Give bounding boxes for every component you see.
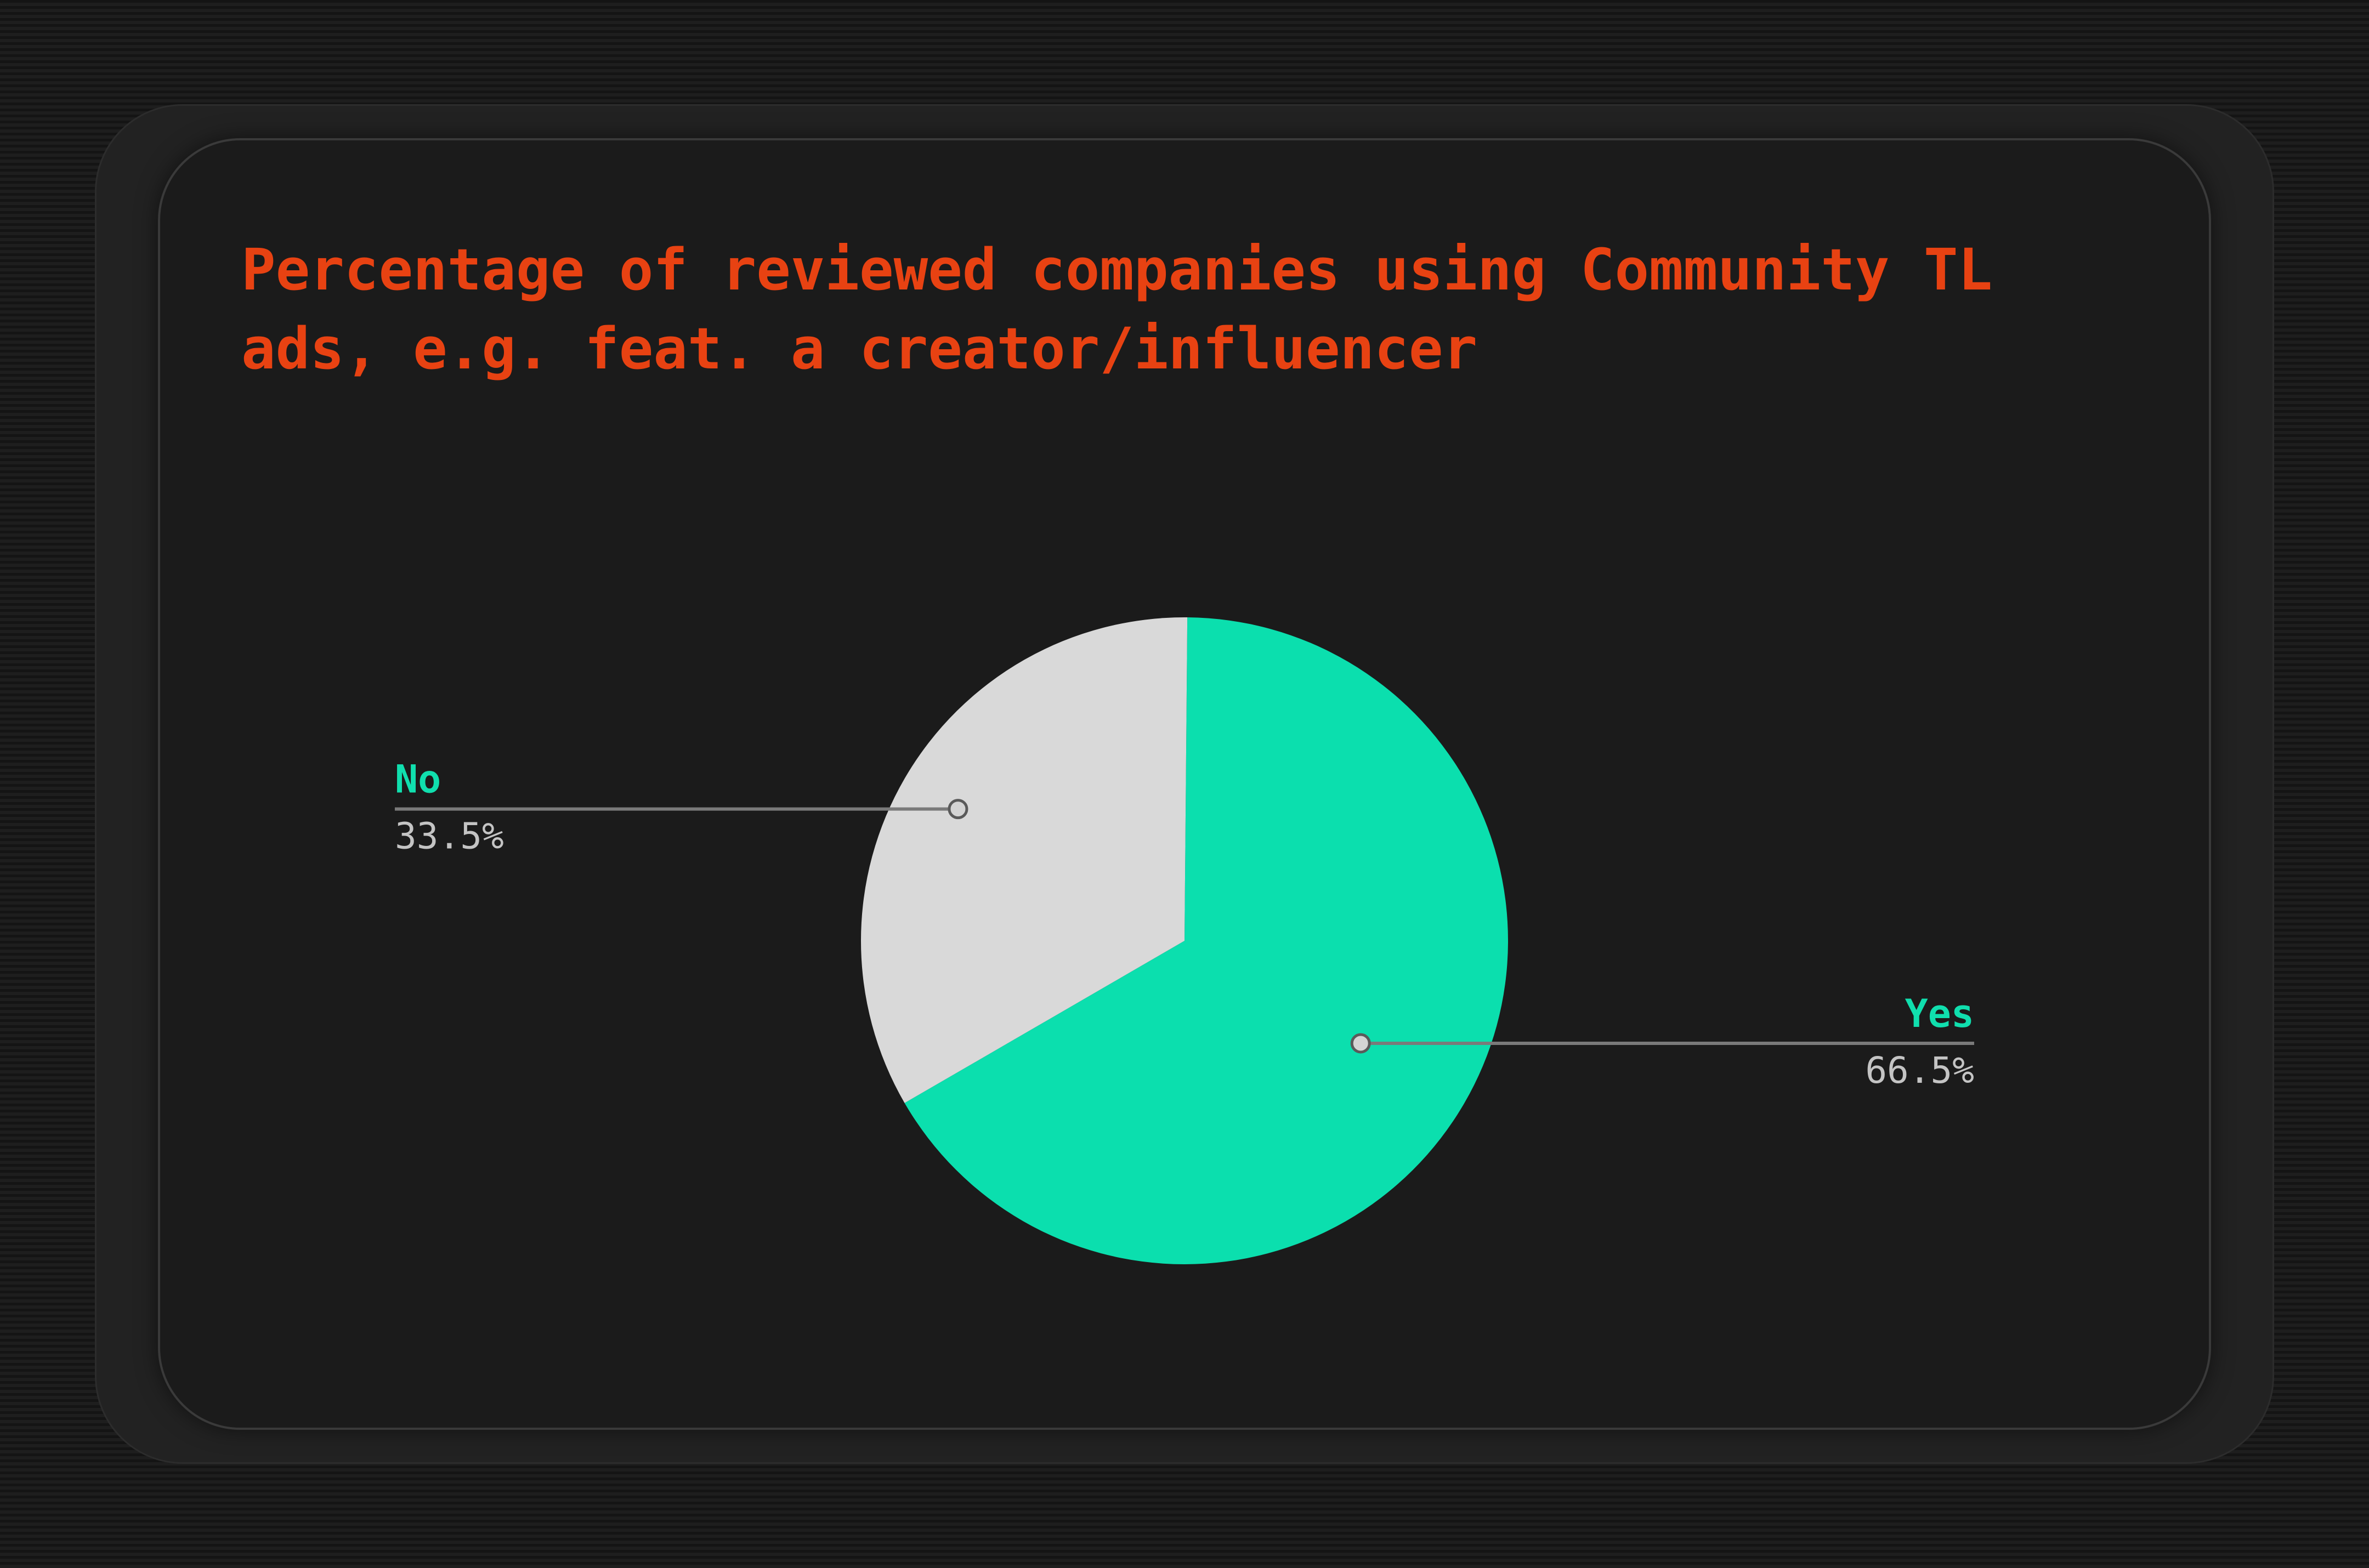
pie-slice-no [861,617,1188,1103]
slice-value-yes: 66.5% [1865,1049,1974,1092]
slice-value-no: 33.5% [395,815,504,857]
leader-dot-no [948,799,968,820]
slice-label-no: No [395,757,441,802]
slice-label-yes: Yes [1905,991,1974,1036]
leader-dot-yes [1350,1033,1371,1054]
pie-labels: Yes 66.5% No 33.5% [395,757,1974,1092]
pie-slice-yes [904,617,1508,1264]
pie-slices [861,617,1508,1264]
chart-title: Percentage of reviewed companies using C… [241,236,2027,382]
